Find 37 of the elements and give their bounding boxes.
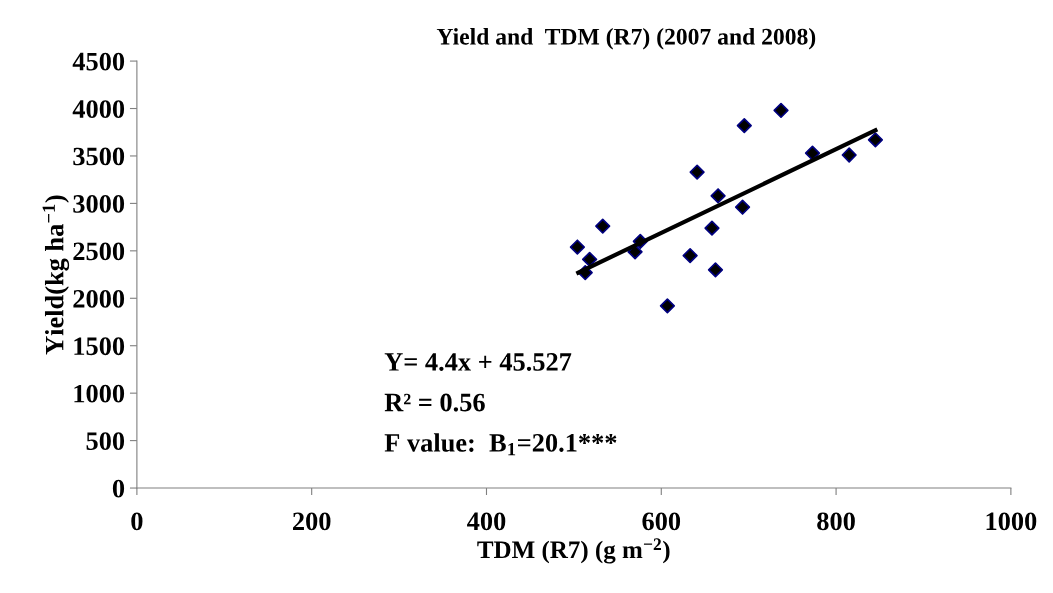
y-tick-label: 2000 (73, 289, 125, 308)
x-tick-label: 800 (817, 512, 855, 531)
y-tick-label: 0 (112, 479, 125, 498)
y-tick-label: 1000 (74, 384, 125, 403)
point (659, 298, 676, 314)
point (734, 199, 751, 215)
y-tick-label: 3000 (73, 195, 125, 213)
annotation: R² = 0.56 (384, 393, 485, 412)
point (804, 145, 821, 161)
x-tick-label: 0 (131, 512, 143, 531)
point (595, 218, 611, 234)
point (707, 262, 724, 278)
point (581, 251, 598, 268)
y-tick-label: 2500 (73, 242, 125, 261)
x-axis-title: TDM (R7) (g m$^{−2}$) (477, 538, 670, 564)
y-tick-label: 4500 (72, 52, 125, 71)
point (867, 132, 884, 148)
y-tick-label: 1500 (74, 337, 125, 356)
annotation: Y= 4.4x + 45.527 (384, 353, 572, 371)
chart-title: Yield and TDM (R7) (2007 and 2008) (436, 28, 816, 50)
point (736, 117, 752, 134)
point (841, 147, 857, 163)
point (569, 239, 586, 255)
point (689, 164, 705, 180)
point (682, 247, 698, 264)
point (773, 102, 789, 119)
y-tick-label: 500 (86, 432, 125, 451)
x-tick-label: 200 (293, 512, 331, 531)
x-tick-label: 600 (642, 512, 681, 531)
point (704, 220, 720, 236)
point (710, 188, 726, 204)
y-axis-title: Yield(kg ha$^{−1}$) (42, 195, 70, 355)
x-tick-label: 400 (467, 512, 506, 531)
x-tick-label: 1000 (986, 512, 1037, 531)
y-tick-label: 3500 (73, 147, 125, 166)
y-tick-label: 4000 (72, 100, 125, 118)
annotation: F value: B$_{1}$=20.1*** (384, 433, 617, 456)
